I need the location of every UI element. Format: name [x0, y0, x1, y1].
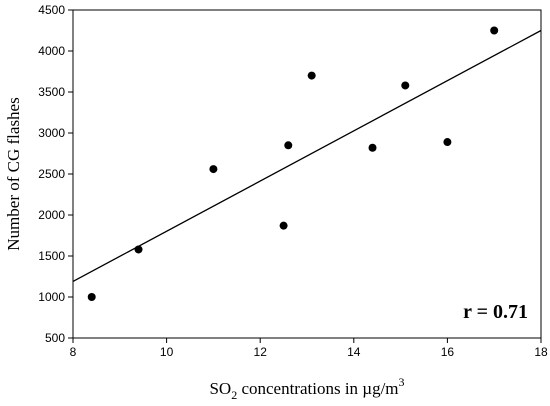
x-tick-label: 12 [254, 345, 268, 359]
data-point [134, 245, 143, 254]
y-tick-label: 2500 [38, 167, 65, 181]
x-tick-label: 18 [534, 345, 548, 359]
plot-area [72, 9, 542, 339]
data-point [401, 81, 410, 90]
x-axis-title-superscript: 3 [399, 375, 405, 389]
regression-line-group [72, 29, 542, 282]
x-tick-label: 10 [160, 345, 174, 359]
x-axis-title-subscript: 2 [231, 388, 237, 402]
data-points [87, 26, 499, 301]
x-axis-title-middle: concentrations in µg/m [237, 379, 398, 398]
x-tick-label: 16 [441, 345, 455, 359]
data-point [279, 221, 288, 230]
data-point [284, 141, 293, 150]
y-tick-label: 500 [45, 331, 65, 345]
axis-ticks: 8 10 12 14 16 18 500 1000 1500 2000 2500 3000 3500 40… [38, 3, 548, 359]
data-point [209, 165, 218, 174]
y-tick-label: 3000 [38, 126, 65, 140]
data-point [307, 71, 316, 80]
y-tick-label: 1000 [38, 290, 65, 304]
y-tick-label: 1500 [38, 249, 65, 263]
y-tick-label: 4000 [38, 44, 65, 58]
x-tick-label: 14 [347, 345, 361, 359]
y-axis-title: Number of CG flashes [4, 97, 23, 250]
x-axis-title-prefix: SO [209, 379, 231, 398]
y-tick-label: 2000 [38, 208, 65, 222]
x-axis-title: SO2 concentrations in µg/m3 [209, 375, 404, 402]
y-tick-label: 4500 [38, 3, 65, 17]
data-point [443, 138, 452, 147]
data-point [490, 26, 499, 35]
data-point [368, 143, 377, 152]
data-point [87, 293, 96, 301]
y-tick-label: 3500 [38, 85, 65, 99]
x-tick-label: 8 [70, 345, 77, 359]
regression-line [72, 29, 542, 282]
correlation-annotation: r = 0.71 [463, 301, 528, 323]
